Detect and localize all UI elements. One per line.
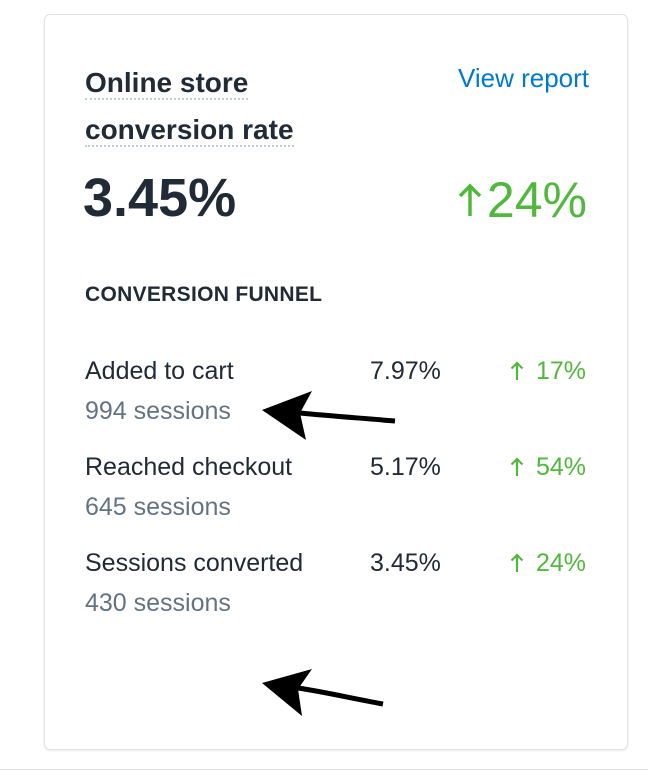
up-arrow-icon [458, 183, 482, 216]
up-arrow-icon [510, 457, 524, 476]
view-report-link[interactable]: View report [457, 63, 589, 93]
conversion-card: Online store conversion rate View report… [44, 14, 628, 750]
divider [0, 769, 648, 770]
rate-change: 24% [457, 171, 587, 229]
rate-change-text: 24% [486, 172, 587, 228]
row-label: Added to cart [85, 357, 234, 385]
conversion-rate: 3.45% [83, 168, 237, 228]
up-arrow-icon [510, 553, 524, 572]
row-sessions: 430 sessions [85, 589, 231, 617]
row-rate: 5.17% [370, 453, 441, 481]
row-change-text: 24% [535, 549, 586, 577]
row-change: 17% [510, 351, 586, 391]
row-change: 24% [510, 543, 586, 583]
row-sessions: 994 sessions [85, 397, 231, 425]
row-change: 54% [510, 447, 586, 487]
funnel-row: Added to cart 994 sessions 7.97% 17% [85, 351, 605, 431]
row-label: Sessions converted [85, 549, 304, 577]
annotation-arrowhead [262, 391, 312, 440]
annotation-arrow [297, 685, 384, 707]
up-arrow-path [510, 361, 524, 380]
row-change-text: 17% [535, 357, 586, 385]
row-sessions: 645 sessions [85, 493, 231, 521]
card-title: Online store conversion rate [85, 59, 335, 153]
funnel-row: Reached checkout 645 sessions 5.17% 54% [85, 447, 605, 527]
row-change-text: 54% [535, 453, 586, 481]
funnel-title: CONVERSION FUNNEL [85, 283, 323, 306]
row-rate: 7.97% [370, 357, 441, 385]
row-label: Reached checkout [85, 453, 293, 481]
funnel-rows: Added to cart 994 sessions 7.97% 17% Reached… [85, 351, 605, 639]
row-rate: 3.45% [370, 549, 441, 577]
annotation-arrow [299, 410, 396, 424]
up-arrow-path [510, 457, 524, 476]
up-arrow-path [510, 553, 524, 572]
funnel-row: Sessions converted 430 sessions 3.45% 24% [85, 543, 605, 623]
card-title-text: Online store conversion rate [85, 67, 294, 147]
annotation-arrowhead [262, 669, 312, 716]
up-arrow-icon [510, 361, 524, 380]
